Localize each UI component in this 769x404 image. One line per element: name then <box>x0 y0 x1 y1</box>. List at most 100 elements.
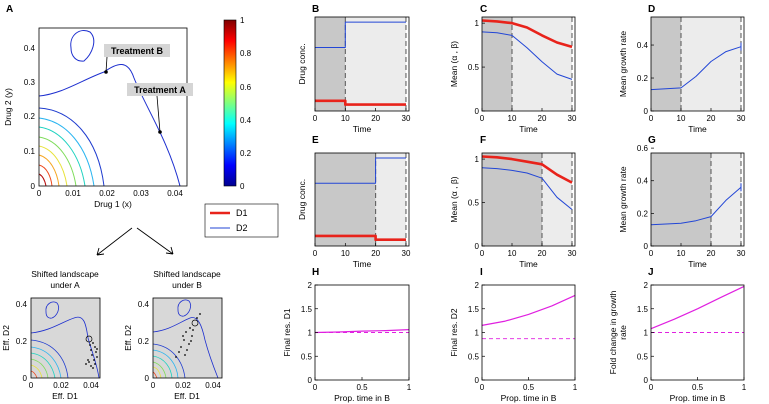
contour-main <box>39 64 181 186</box>
shade-treatment-a <box>315 153 376 246</box>
shade-treatment-b <box>512 17 572 111</box>
x-tick-label: 10 <box>508 114 517 123</box>
x-tick-label: 20 <box>538 249 547 258</box>
y-tick-label: 1.5 <box>637 305 649 314</box>
shade-treatment-a <box>482 17 512 111</box>
x-tick-label: 10 <box>341 114 350 123</box>
x-tick-label: 0 <box>313 249 318 258</box>
shade-treatment-a <box>651 153 711 246</box>
contour-level-2 <box>39 117 95 186</box>
series-d1 <box>315 99 406 106</box>
legend-d1-label: D1 <box>236 208 248 218</box>
x-axis-label: Time <box>353 259 372 269</box>
series-d1 <box>315 234 406 241</box>
colorbar-tick: 0.4 <box>240 116 252 125</box>
shifted-landscape-a: Shifted landscape under A 0 0.02 0.04 <box>1 269 101 401</box>
shifted-a-contours <box>31 301 100 378</box>
tick: 0.02 <box>53 381 69 390</box>
plot-frame <box>650 152 745 247</box>
x-axis-label: Time <box>688 124 707 134</box>
shade-treatment-b <box>375 153 406 246</box>
x-tick-label: 0 <box>480 114 485 123</box>
contour-level-4 <box>153 361 167 378</box>
x-axis-label: Prop. time in B <box>334 393 390 403</box>
y-axis-label: Drug conc. <box>297 179 307 220</box>
series-d2 <box>481 167 573 210</box>
population-marker <box>85 335 93 343</box>
panel-j: 0 0.5 1 0 0.5 1 1.5 2 Prop. time in B Fold change… <box>608 281 747 403</box>
contour-level-3 <box>153 355 173 378</box>
panel-label-i: I <box>480 267 483 278</box>
shifted-a-background <box>31 298 100 378</box>
contour-level-6 <box>39 154 60 186</box>
contour-level-5 <box>31 364 43 378</box>
cell-cloud <box>175 313 201 358</box>
contour-level-3 <box>39 126 86 186</box>
landscape-y-label: Drug 2 (y) <box>3 88 13 126</box>
treatment-a-label: Treatment A <box>134 85 186 95</box>
panel-d: 0 10 20 30 0 0.2 0.4 Time Mean growth rate <box>618 16 746 134</box>
y-axis-label: Final res. D1 <box>282 308 292 356</box>
shade-treatment-a <box>315 17 346 111</box>
arrow-to-b <box>136 227 174 255</box>
treatment-a-box <box>127 83 193 96</box>
panel-label-b: B <box>312 4 319 15</box>
y-axis-label: Final res. D2 <box>449 308 459 356</box>
x-tick-label: 0.5 <box>356 383 368 392</box>
x-axis-label: Prop. time in B <box>670 393 726 403</box>
y-axis-label: rate <box>618 325 628 340</box>
x-tick-label: 30 <box>568 114 577 123</box>
y-axis-label: Drug conc. <box>297 43 307 84</box>
colorbar-tick: 0 <box>240 182 245 191</box>
branch-arrows <box>96 227 174 256</box>
y-axis-label: Mean (α , β) <box>449 176 459 222</box>
y-tick-label: 0.2 <box>637 74 649 83</box>
tick: 0 <box>37 189 42 198</box>
plot-frame <box>481 16 576 112</box>
contour-island <box>45 301 60 319</box>
tick: 0.03 <box>133 189 149 198</box>
series-d2 <box>481 31 573 80</box>
panel-label-a: A <box>6 4 13 15</box>
y-tick-label: 0.6 <box>637 144 649 153</box>
panel-label-g: G <box>648 135 656 146</box>
y-tick-label: 0.4 <box>637 177 649 186</box>
x-axis-label: Time <box>688 259 707 269</box>
shifted-a-title-2: under A <box>50 280 80 290</box>
y-tick-label: 0 <box>308 376 313 385</box>
x-tick-label: 20 <box>371 249 380 258</box>
tick: 0 <box>31 182 36 191</box>
tick: 0.4 <box>138 300 150 309</box>
treatment-b-box <box>104 44 170 57</box>
plot-frame <box>650 16 745 112</box>
x-tick-label: 0.5 <box>692 383 704 392</box>
contour-level-2 <box>31 346 62 378</box>
x-tick-label: 20 <box>538 114 547 123</box>
shifted-a-y-label: Eff. D2 <box>1 325 11 351</box>
series-growth <box>650 186 742 226</box>
y-axis-label: Mean (α , β) <box>449 41 459 87</box>
legend-d2-label: D2 <box>236 223 248 233</box>
contour-level-1 <box>153 343 186 378</box>
y-tick-label: 0 <box>475 107 480 116</box>
shifted-landscape-b: Shifted landscape under B 0 0.02 0.04 <box>123 269 223 401</box>
tick: 0.4 <box>16 300 28 309</box>
tick: 0 <box>151 381 156 390</box>
x-tick-label: 0 <box>649 114 654 123</box>
tick: 0 <box>23 374 28 383</box>
y-tick-label: 0 <box>475 376 480 385</box>
landscape-panel: Treatment B Treatment A 0 0.01 0.02 0.03… <box>3 27 193 209</box>
colorbar-tick: 0.8 <box>240 49 252 58</box>
tick: 0.04 <box>167 189 183 198</box>
contour-level-3 <box>31 352 56 378</box>
x-axis-label: Time <box>519 259 538 269</box>
shifted-b-contours <box>153 299 219 378</box>
shade-treatment-b <box>711 153 741 246</box>
landscape-contours <box>39 30 181 186</box>
y-axis-label: Mean growth rate <box>618 31 628 97</box>
shifted-a-frame <box>30 297 101 379</box>
y-tick-label: 1.5 <box>301 305 313 314</box>
landscape-x-ticks: 0 0.01 0.02 0.03 0.04 <box>37 189 184 198</box>
tick: 0.2 <box>24 112 36 121</box>
